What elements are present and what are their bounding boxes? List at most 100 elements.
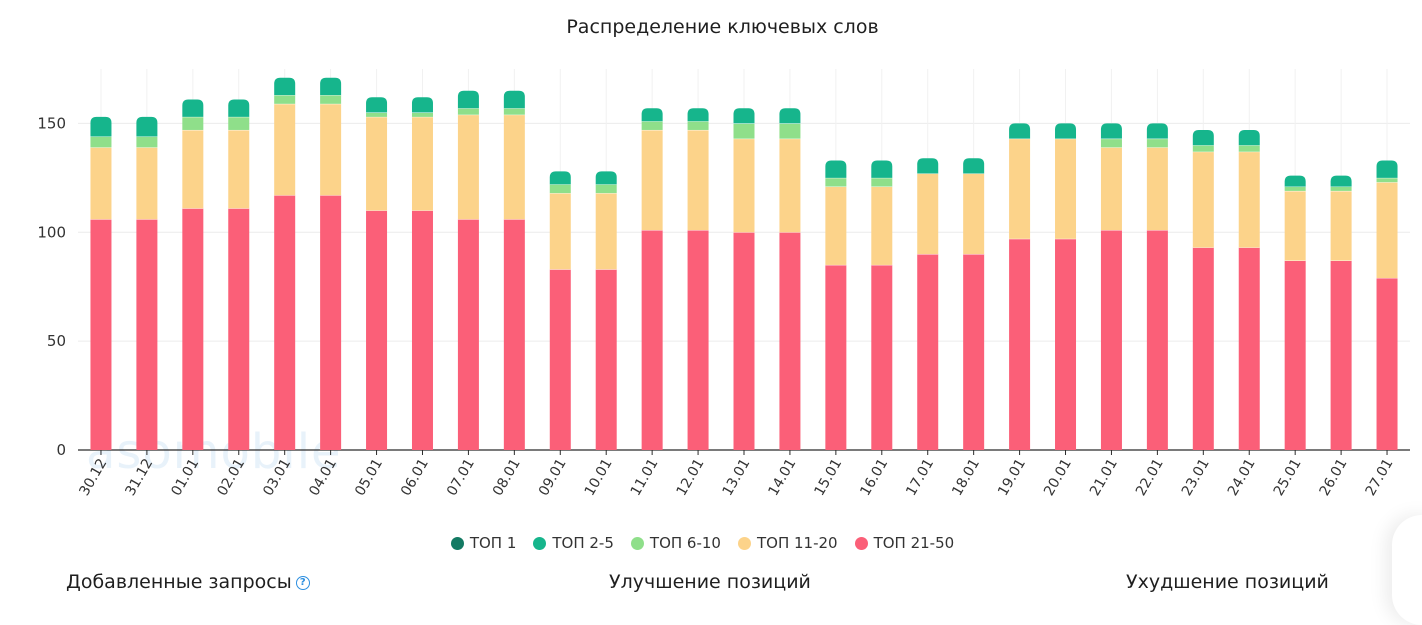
bar-segment	[1100, 138, 1122, 148]
bar-segment	[825, 177, 847, 187]
watermark: asomobile	[86, 424, 342, 480]
bar-segment	[733, 123, 755, 139]
bar-segment	[1192, 145, 1214, 152]
x-tick-label: 14.01	[765, 456, 799, 499]
legend-dot	[533, 536, 547, 550]
bar-segment	[1100, 123, 1122, 139]
x-tick-label: 03.01	[260, 456, 294, 499]
bar-segment	[825, 264, 847, 450]
bar-segment	[1238, 247, 1260, 450]
bar-segment	[136, 219, 158, 450]
legend-label: ТОП 11-20	[756, 534, 838, 552]
keyword-distribution-chart: 0 50 100 150 30.12 31.12 01.01 02.01 03.01 04.01 0…	[37, 69, 1410, 499]
x-tick-label: 22.01	[1133, 456, 1167, 499]
bar-segment	[1055, 123, 1077, 139]
x-tick-label: 10.01	[582, 456, 616, 499]
bar-segment	[687, 108, 709, 122]
x-tick-label: 16.01	[857, 456, 891, 499]
x-tick-label: 17.01	[903, 456, 937, 499]
x-tick-label: 04.01	[306, 456, 340, 499]
bar-segment	[1100, 230, 1122, 450]
improved-positions-heading: Улучшение позиций	[609, 571, 811, 593]
bar-segment	[917, 158, 939, 174]
bar-segment	[1009, 238, 1031, 450]
bar-segment	[641, 230, 663, 450]
bar-segment	[182, 116, 204, 130]
bar-segment	[274, 77, 296, 96]
x-tick-label: 07.01	[444, 456, 478, 499]
bar-segment	[457, 219, 479, 450]
x-tick-label: 31.12	[122, 456, 156, 499]
x-tick-label: 27.01	[1363, 456, 1397, 499]
bar-segment	[549, 184, 571, 194]
bar-segment	[90, 147, 112, 220]
y-tick-label: 150	[37, 114, 66, 132]
legend-item[interactable]: ТОП 1	[450, 534, 517, 552]
x-tick-label: 18.01	[949, 456, 983, 499]
bar-segment	[503, 90, 525, 109]
bar-segment	[825, 160, 847, 178]
x-tick-label: 21.01	[1087, 456, 1121, 499]
bar-segment	[1100, 147, 1122, 231]
x-tick-label: 05.01	[352, 456, 386, 499]
x-tick-label: 19.01	[995, 456, 1029, 499]
bar-segment	[1192, 129, 1214, 146]
chart-legend: ТОП 1 ТОП 2-5 ТОП 6-10 ТОП 11-20 ТОП 21-50	[0, 534, 1405, 552]
bar-segment	[963, 254, 985, 450]
legend-item[interactable]: ТОП 11-20	[737, 534, 838, 552]
bar-segment	[963, 158, 985, 174]
legend-dot	[450, 536, 464, 550]
bar-segment	[1146, 123, 1168, 139]
bar-segment	[595, 193, 617, 270]
bar-segment	[641, 129, 663, 231]
legend-item[interactable]: ТОП 6-10	[630, 534, 721, 552]
bar-segment	[1376, 182, 1398, 279]
x-tick-label: 24.01	[1225, 456, 1259, 499]
bar-segment	[871, 186, 893, 265]
bar-segment	[687, 121, 709, 130]
legend-label: ТОП 2-5	[552, 534, 614, 552]
bar-segment	[457, 114, 479, 220]
bar-segment	[228, 208, 250, 450]
bar-segment	[1055, 138, 1077, 239]
legend-item[interactable]: ТОП 2-5	[533, 534, 614, 552]
bar-segment	[917, 173, 939, 255]
legend-dot	[630, 536, 644, 550]
bar-segment	[1238, 145, 1260, 152]
x-tick-label: 02.01	[214, 456, 248, 499]
bar-segment	[1330, 260, 1352, 450]
bar-segment	[1376, 177, 1398, 183]
bar-segment	[1192, 151, 1214, 248]
legend-label: ТОП 21-50	[873, 534, 955, 552]
chart-title: Распределение ключевых слов	[566, 16, 879, 38]
bar-segment	[733, 232, 755, 450]
bar-segment	[549, 171, 571, 185]
bar-segment	[1146, 230, 1168, 450]
bar-segment	[779, 138, 801, 233]
bar-segment	[595, 269, 617, 450]
bar-segment	[90, 136, 112, 148]
bar-segment	[1146, 138, 1168, 148]
y-tick-label: 100	[37, 223, 66, 241]
bar-segment	[90, 116, 112, 137]
legend-item[interactable]: ТОП 21-50	[854, 534, 955, 552]
bar-segment	[503, 219, 525, 450]
bar-segment	[641, 108, 663, 122]
bar-segment	[274, 103, 296, 196]
bar-segment	[411, 116, 433, 211]
bar-segment	[641, 121, 663, 130]
legend-label: ТОП 1	[469, 534, 517, 552]
bar-segment	[733, 108, 755, 124]
question-circle-icon[interactable]: ?	[295, 575, 310, 590]
bar-segment	[1009, 138, 1031, 239]
bar-segment	[274, 195, 296, 450]
legend-dot	[737, 536, 751, 550]
bar-segment	[503, 108, 525, 115]
bar-segment	[1330, 186, 1352, 191]
bar-segment	[320, 77, 342, 96]
bar-segment	[320, 103, 342, 196]
x-tick-label: 25.01	[1271, 456, 1305, 499]
bar-segment	[228, 99, 250, 117]
added-queries-label: Добавленные запросы	[66, 571, 292, 593]
bar-segment	[1284, 190, 1306, 261]
